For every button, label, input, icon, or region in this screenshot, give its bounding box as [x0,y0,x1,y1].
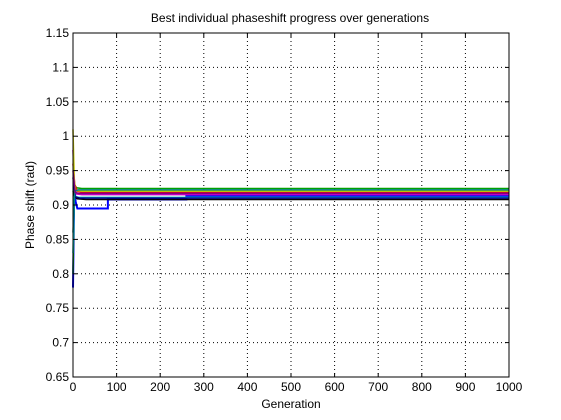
chart-title: Best individual phaseshift progress over… [151,11,429,25]
y-tick-label: 1.05 [46,95,70,109]
ticks: 0 100 200 300 400 500 600 700 800 900 1000 0.65 0.7 0… [46,26,523,394]
x-tick-label: 0 [70,380,77,394]
y-tick-label: 1 [62,129,69,143]
y-tick-label: 1.1 [52,60,69,74]
x-tick-label: 300 [194,380,214,394]
series-layer [72,129,509,288]
y-axis-label: Phase shift (rad) [23,161,37,249]
x-tick-label: 800 [412,380,432,394]
series-line-10 [72,170,509,195]
series-line-9 [72,189,509,233]
y-tick-label: 0.65 [46,370,70,384]
grid [73,33,509,377]
x-tick-label: 700 [368,380,388,394]
x-axis-label: Generation [261,397,320,411]
y-tick-label: 0.85 [46,232,70,246]
x-tick-label: 600 [325,380,345,394]
x-tick-label: 1000 [496,380,523,394]
y-tick-label: 0.75 [46,301,70,315]
x-tick-label: 500 [281,380,301,394]
y-tick-label: 0.95 [46,164,70,178]
x-tick-label: 400 [237,380,257,394]
y-tick-label: 1.15 [46,26,70,40]
y-tick-label: 0.7 [52,336,69,350]
x-tick-label: 200 [150,380,170,394]
y-tick-label: 0.9 [52,198,69,212]
y-tick-label: 0.8 [52,267,69,281]
x-tick-label: 900 [455,380,475,394]
x-tick-label: 100 [107,380,127,394]
